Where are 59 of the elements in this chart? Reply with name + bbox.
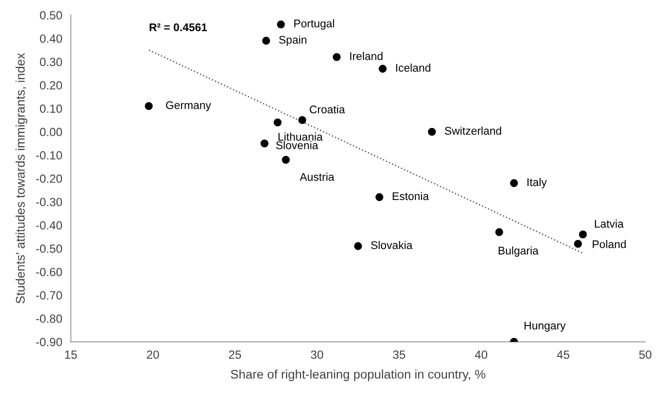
annotation: Estonia (392, 192, 429, 200)
y-tick-label: -0.70 (36, 291, 62, 300)
annotation: R² = 0.4561 (150, 23, 207, 32)
point (144, 102, 153, 110)
y-tick-label: -0.10 (36, 151, 62, 160)
y-tick-label: 0.40 (40, 34, 62, 43)
x-tick-label: 15 (65, 350, 77, 359)
annotation: Spain (279, 36, 306, 46)
annotation: Germany (166, 101, 212, 112)
point (332, 53, 341, 62)
point (495, 228, 504, 236)
point (274, 118, 282, 126)
point (510, 179, 518, 188)
x-tick-label: 50 (639, 350, 652, 359)
annotation: Hungary (524, 322, 566, 332)
y-tick-label: -0.40 (36, 221, 62, 230)
point (578, 230, 587, 238)
annotation: Lithuania (278, 132, 323, 141)
y-axis-title: Students' attitudes towards immigrants, index (16, 53, 28, 304)
annotation: Poland (592, 240, 626, 248)
point (298, 116, 306, 124)
annotation: Portugal (294, 19, 334, 30)
y-tick-label: -0.50 (36, 244, 62, 253)
annotation: Italy (528, 178, 547, 188)
annotation: Slovakia (371, 240, 413, 250)
y-tick-label: -0.90 (36, 338, 62, 346)
y-tick-label: 0.00 (40, 128, 62, 136)
point (260, 139, 268, 148)
y-tick-label: 0.30 (40, 58, 62, 66)
point (574, 240, 582, 248)
annotation: Slovenia (276, 141, 318, 150)
y-tick-label: -0.60 (36, 268, 62, 276)
x-tick-label: 35 (392, 350, 406, 359)
annotation: Latvia (594, 220, 624, 228)
point (428, 128, 436, 136)
y-tick-label: -0.80 (36, 314, 62, 323)
annotation: Ireland (350, 52, 382, 60)
point (276, 20, 285, 28)
point (354, 242, 362, 250)
x-tick-label: 45 (556, 350, 570, 359)
y-tick-label: 0.50 (40, 11, 62, 20)
y-tick-label: 0.20 (40, 81, 62, 90)
x-tick-label: 30 (310, 350, 324, 359)
annotation: Croatia (310, 105, 346, 114)
x-tick-label: 40 (474, 350, 488, 359)
point (378, 64, 387, 73)
annotation: Bulgaria (498, 246, 539, 257)
annotation: Switzerland (444, 126, 502, 135)
x-tick-label: 20 (146, 350, 159, 359)
point (375, 193, 384, 202)
y-tick-label: -0.30 (36, 198, 62, 206)
annotation: Austria (300, 172, 334, 181)
y-tick-label: -0.20 (36, 174, 62, 183)
annotation: Iceland (396, 64, 430, 72)
point (282, 156, 290, 164)
y-tick-label: 0.10 (40, 104, 62, 113)
x-tick-label: 25 (228, 350, 242, 359)
x-axis-title: Share of right-leaning population in country, % (230, 369, 486, 382)
point (262, 36, 270, 45)
